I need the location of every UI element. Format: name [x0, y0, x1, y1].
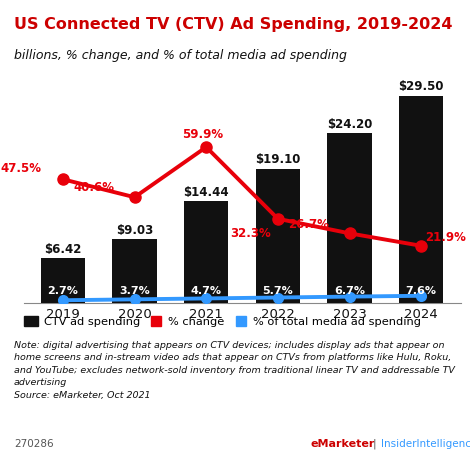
- Text: Note: digital advertising that appears on CTV devices; includes display ads that: Note: digital advertising that appears o…: [14, 341, 455, 400]
- Text: |: |: [372, 438, 376, 449]
- Text: 7.6%: 7.6%: [406, 286, 437, 296]
- Text: US Connected TV (CTV) Ad Spending, 2019-2024: US Connected TV (CTV) Ad Spending, 2019-…: [14, 17, 453, 32]
- Text: 21.9%: 21.9%: [425, 231, 466, 244]
- Text: $14.44: $14.44: [183, 186, 229, 199]
- Text: 270286: 270286: [14, 439, 54, 449]
- Text: 6.7%: 6.7%: [334, 286, 365, 296]
- Legend: CTV ad spending, % change, % of total media ad spending: CTV ad spending, % change, % of total me…: [20, 312, 426, 332]
- Text: 3.7%: 3.7%: [119, 286, 150, 296]
- Text: 26.7%: 26.7%: [289, 218, 329, 231]
- Bar: [112, 239, 157, 303]
- Text: 4.7%: 4.7%: [191, 286, 222, 296]
- Text: 32.3%: 32.3%: [230, 227, 271, 240]
- Text: InsiderIntelligence.com: InsiderIntelligence.com: [381, 439, 470, 449]
- Text: $19.10: $19.10: [255, 153, 301, 166]
- Text: 2.7%: 2.7%: [47, 286, 78, 296]
- Text: 5.7%: 5.7%: [263, 286, 293, 296]
- Bar: [256, 168, 300, 303]
- Text: billions, % change, and % of total media ad spending: billions, % change, and % of total media…: [14, 49, 347, 62]
- Bar: [399, 96, 443, 303]
- Text: 40.6%: 40.6%: [73, 181, 115, 194]
- Bar: [41, 258, 85, 303]
- Text: $29.50: $29.50: [399, 80, 444, 94]
- Bar: [327, 133, 372, 303]
- Text: $6.42: $6.42: [44, 243, 82, 255]
- Text: 59.9%: 59.9%: [182, 129, 223, 141]
- Text: 47.5%: 47.5%: [0, 162, 41, 175]
- Bar: [184, 201, 228, 303]
- Text: $9.03: $9.03: [116, 224, 153, 237]
- Text: $24.20: $24.20: [327, 118, 372, 131]
- Text: eMarketer: eMarketer: [310, 439, 375, 449]
